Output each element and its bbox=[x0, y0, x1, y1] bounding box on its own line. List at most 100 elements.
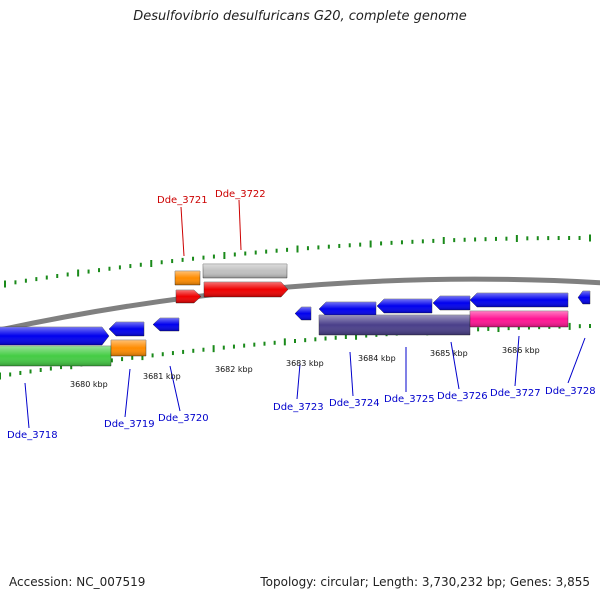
outer-minor-tick bbox=[254, 250, 257, 255]
inner-minor-tick bbox=[29, 369, 32, 374]
outer-minor-tick bbox=[244, 251, 247, 256]
inner-minor-tick bbox=[49, 366, 52, 371]
inner-major-tick bbox=[212, 345, 215, 353]
inner-minor-tick bbox=[314, 337, 317, 342]
inner-minor-tick bbox=[171, 351, 174, 356]
dde-3728-leader-line bbox=[567, 337, 586, 384]
inner-major-tick bbox=[568, 322, 571, 330]
dde-3721-label[interactable]: Dde_3721 bbox=[157, 195, 208, 206]
inner-minor-tick bbox=[294, 339, 296, 343]
dde-3718-label[interactable]: Dde_3718 bbox=[7, 430, 58, 441]
outer-minor-tick bbox=[432, 238, 435, 243]
dde-3721-gene-arrow[interactable] bbox=[175, 289, 202, 304]
inner-minor-tick bbox=[253, 342, 256, 347]
dde-3726-leader-line bbox=[450, 341, 460, 390]
outer-minor-tick bbox=[463, 237, 466, 242]
dde-3725-gene-arrow[interactable] bbox=[376, 298, 433, 314]
inner-minor-tick bbox=[222, 345, 225, 350]
dde-3724-label[interactable]: Dde_3724 bbox=[329, 398, 380, 409]
outer-minor-tick bbox=[411, 239, 414, 244]
dde-3719-gene-arrow[interactable] bbox=[108, 321, 145, 337]
dde-3719-label[interactable]: Dde_3719 bbox=[104, 419, 155, 430]
outer-major-tick bbox=[515, 235, 518, 242]
dde-3719-function-block[interactable] bbox=[110, 339, 147, 357]
inner-major-tick bbox=[497, 325, 500, 333]
dde-3718-function-block[interactable] bbox=[0, 345, 112, 367]
dde-3728-label[interactable]: Dde_3728 bbox=[545, 386, 596, 397]
dde-3725-label[interactable]: Dde_3725 bbox=[384, 394, 435, 405]
dde-3726-gene-arrow[interactable] bbox=[432, 295, 471, 311]
inner-minor-tick bbox=[589, 324, 591, 328]
outer-minor-tick bbox=[557, 236, 560, 241]
outer-minor-tick bbox=[547, 236, 550, 241]
scale-labels: 3680 kbp 3681 kbp 3682 kbp 3683 kbp 3684 kbp… bbox=[70, 346, 540, 389]
scale-label-3684-kbp: 3684 kbp bbox=[358, 354, 396, 363]
dde-3718-leader-line bbox=[24, 382, 30, 429]
outer-minor-tick bbox=[380, 241, 383, 246]
inner-minor-tick bbox=[243, 343, 246, 348]
dde-3722-label[interactable]: Dde_3722 bbox=[215, 189, 266, 200]
inner-minor-tick bbox=[121, 357, 124, 362]
outer-minor-tick bbox=[306, 246, 309, 251]
scale-label-3683-kbp: 3683 kbp bbox=[286, 359, 324, 368]
scale-label-3682-kbp: 3682 kbp bbox=[215, 365, 253, 374]
dde-3723-label[interactable]: Dde_3723 bbox=[273, 402, 324, 413]
dde-3722-gene-arrow[interactable] bbox=[203, 281, 289, 298]
outer-minor-tick bbox=[118, 265, 121, 270]
outer-minor-tick bbox=[212, 254, 215, 259]
outer-major-tick bbox=[589, 234, 591, 242]
outer-minor-tick bbox=[129, 264, 132, 269]
outer-minor-tick bbox=[338, 243, 341, 248]
dde-3728-gene-arrow[interactable] bbox=[577, 290, 591, 305]
outer-minor-tick bbox=[108, 266, 111, 271]
outer-major-tick bbox=[442, 237, 445, 244]
dde-3721-leader-line bbox=[180, 206, 185, 257]
inner-major-tick bbox=[283, 338, 286, 346]
operon-function-block[interactable] bbox=[318, 314, 471, 336]
scale-label-3685-kbp: 3685 kbp bbox=[430, 349, 468, 358]
outer-minor-tick bbox=[390, 240, 393, 245]
dde-3720-gene-arrow[interactable] bbox=[152, 317, 180, 332]
outer-major-tick bbox=[77, 269, 80, 277]
dde-3719-leader-line bbox=[124, 368, 131, 418]
inner-minor-tick bbox=[202, 347, 205, 352]
outer-minor-tick bbox=[421, 239, 424, 244]
inner-minor-tick bbox=[334, 335, 337, 340]
dde-3727-function-block[interactable] bbox=[469, 310, 569, 328]
dde-3720-label[interactable]: Dde_3720 bbox=[158, 413, 209, 424]
inner-minor-tick bbox=[232, 344, 235, 349]
dde-3727-leader-line bbox=[514, 335, 520, 387]
dde-3727-gene-arrow[interactable] bbox=[469, 292, 569, 308]
outer-minor-tick bbox=[400, 240, 403, 245]
outer-minor-tick bbox=[505, 236, 508, 241]
outer-minor-tick bbox=[66, 272, 69, 277]
inner-minor-tick bbox=[110, 358, 113, 363]
outer-major-tick bbox=[4, 280, 6, 288]
inner-minor-tick bbox=[60, 365, 63, 370]
dde-3718-gene-arrow[interactable] bbox=[0, 326, 110, 346]
inner-minor-tick bbox=[263, 341, 266, 346]
dde-3722-leader-line bbox=[238, 199, 242, 251]
outer-minor-tick bbox=[359, 242, 362, 247]
outer-minor-tick bbox=[202, 255, 205, 260]
outer-minor-tick bbox=[98, 268, 101, 273]
inner-minor-tick bbox=[182, 349, 185, 354]
dde-3723-gene-arrow[interactable] bbox=[294, 306, 312, 321]
inner-major-tick bbox=[0, 372, 1, 380]
inner-minor-tick bbox=[9, 372, 12, 377]
outer-major-tick bbox=[369, 240, 372, 248]
outer-minor-tick bbox=[160, 260, 163, 265]
inner-minor-tick bbox=[131, 355, 134, 360]
dde-3727-label[interactable]: Dde_3727 bbox=[490, 388, 541, 399]
inner-minor-tick bbox=[517, 325, 520, 330]
dde-3724-gene-arrow[interactable] bbox=[318, 301, 377, 317]
dde-3721-function-block[interactable] bbox=[174, 270, 201, 286]
outer-minor-tick bbox=[327, 244, 330, 249]
inner-minor-tick bbox=[344, 334, 347, 339]
dde-3722-function-block[interactable] bbox=[202, 263, 288, 279]
accession-text: Accession: NC_007519 bbox=[9, 575, 146, 589]
outer-minor-tick bbox=[568, 235, 571, 240]
inner-minor-tick bbox=[365, 333, 368, 338]
dde-3726-label[interactable]: Dde_3726 bbox=[437, 391, 488, 402]
